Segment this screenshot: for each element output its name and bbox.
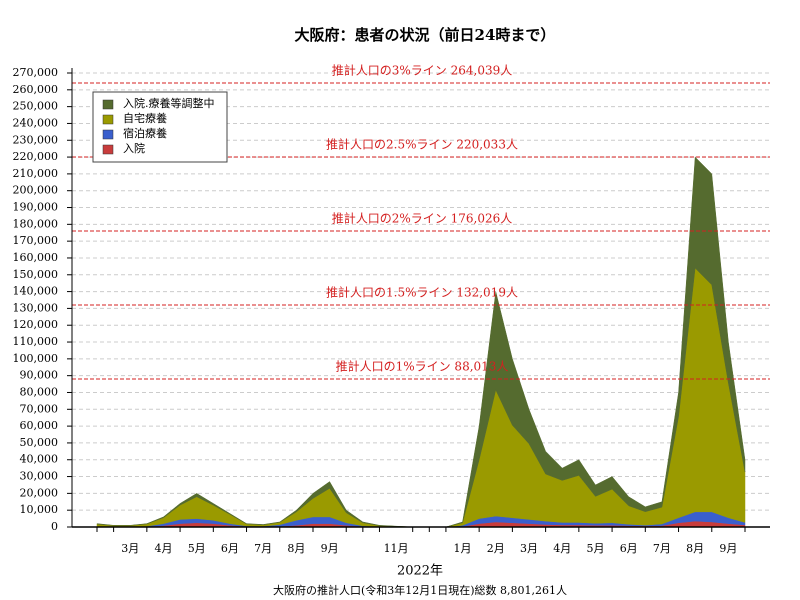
x-tick-label: 7月	[254, 542, 272, 555]
y-tick-label: 140,000	[13, 285, 59, 298]
reference-label: 推計人口の2.5%ライン 220,033人	[326, 137, 518, 152]
x-tick-label: 9月	[321, 542, 339, 555]
y-tick-label: 220,000	[13, 150, 59, 163]
y-tick-label: 160,000	[13, 251, 59, 264]
x-tick-label: 9月	[719, 542, 737, 555]
reference-label: 推計人口の3%ライン 264,039人	[332, 63, 512, 78]
y-tick-label: 200,000	[13, 184, 59, 197]
x-tick-label: 6月	[620, 542, 638, 555]
reference-label: 推計人口の2%ライン 176,026人	[332, 211, 512, 226]
legend-swatch	[102, 144, 114, 155]
legend-label: 入院.療養等調整中	[123, 96, 215, 110]
y-tick-label: 170,000	[13, 234, 59, 247]
y-tick-label: 180,000	[13, 217, 59, 230]
y-tick-label: 50,000	[20, 436, 59, 449]
x-tick-label: 8月	[287, 542, 305, 555]
x-tick-label: 3月	[121, 542, 139, 555]
y-tick-label: 260,000	[13, 83, 59, 96]
legend-box	[92, 91, 228, 163]
legend-swatch	[102, 114, 114, 125]
y-tick-label: 240,000	[13, 116, 59, 129]
x-tick-label: 5月	[188, 542, 206, 555]
x-tick-label: 7月	[653, 542, 671, 555]
y-tick-label: 250,000	[13, 100, 59, 113]
reference-label: 推計人口の1%ライン 88,013人	[336, 359, 509, 374]
footnote: 大阪府の推計人口(令和3年12月1日現在)総数 8,801,261人	[273, 583, 567, 597]
y-tick-label: 30,000	[20, 470, 59, 483]
y-tick-label: 70,000	[20, 402, 59, 415]
legend-label: 自宅療養	[123, 111, 167, 125]
x-tick-label: 1月	[454, 542, 472, 555]
y-tick-label: 80,000	[20, 385, 59, 398]
y-tick-label: 110,000	[13, 335, 59, 348]
area	[96, 267, 746, 528]
chart-title: 大阪府：患者の状況（前日24時まで）	[295, 26, 556, 44]
y-tick-label: 150,000	[13, 268, 59, 281]
legend-swatch	[102, 129, 114, 140]
x-tick-label: 5月	[586, 542, 604, 555]
y-tick-label: 230,000	[13, 133, 59, 146]
legend-swatch	[102, 99, 114, 110]
x-tick-label: 11月	[384, 542, 409, 555]
y-tick-label: 100,000	[13, 352, 59, 365]
reference-label: 推計人口の1.5%ライン 132,019人	[326, 285, 518, 300]
y-tick-label: 120,000	[13, 318, 59, 331]
y-tick-label: 210,000	[13, 167, 59, 180]
legend-label: 宿泊療養	[123, 126, 167, 140]
x-tick-label: 4月	[154, 542, 172, 555]
x-tick-label: 3月	[520, 542, 538, 555]
x-tick-label: 4月	[553, 542, 571, 555]
y-tick-label: 20,000	[20, 486, 59, 499]
x-tick-label: 6月	[221, 542, 239, 555]
x-axis-label: 2022年	[397, 564, 443, 579]
y-tick-label: 270,000	[13, 66, 59, 79]
y-tick-label: 190,000	[13, 201, 59, 214]
y-tick-label: 130,000	[13, 301, 59, 314]
area	[96, 156, 746, 528]
y-tick-label: 0	[51, 520, 58, 533]
y-tick-label: 10,000	[20, 503, 59, 516]
y-tick-label: 40,000	[20, 453, 59, 466]
x-tick-label: 8月	[686, 542, 704, 555]
legend-label: 入院	[123, 141, 145, 155]
x-tick-label: 2月	[487, 542, 505, 555]
y-tick-label: 90,000	[20, 369, 59, 382]
y-tick-label: 60,000	[20, 419, 59, 432]
